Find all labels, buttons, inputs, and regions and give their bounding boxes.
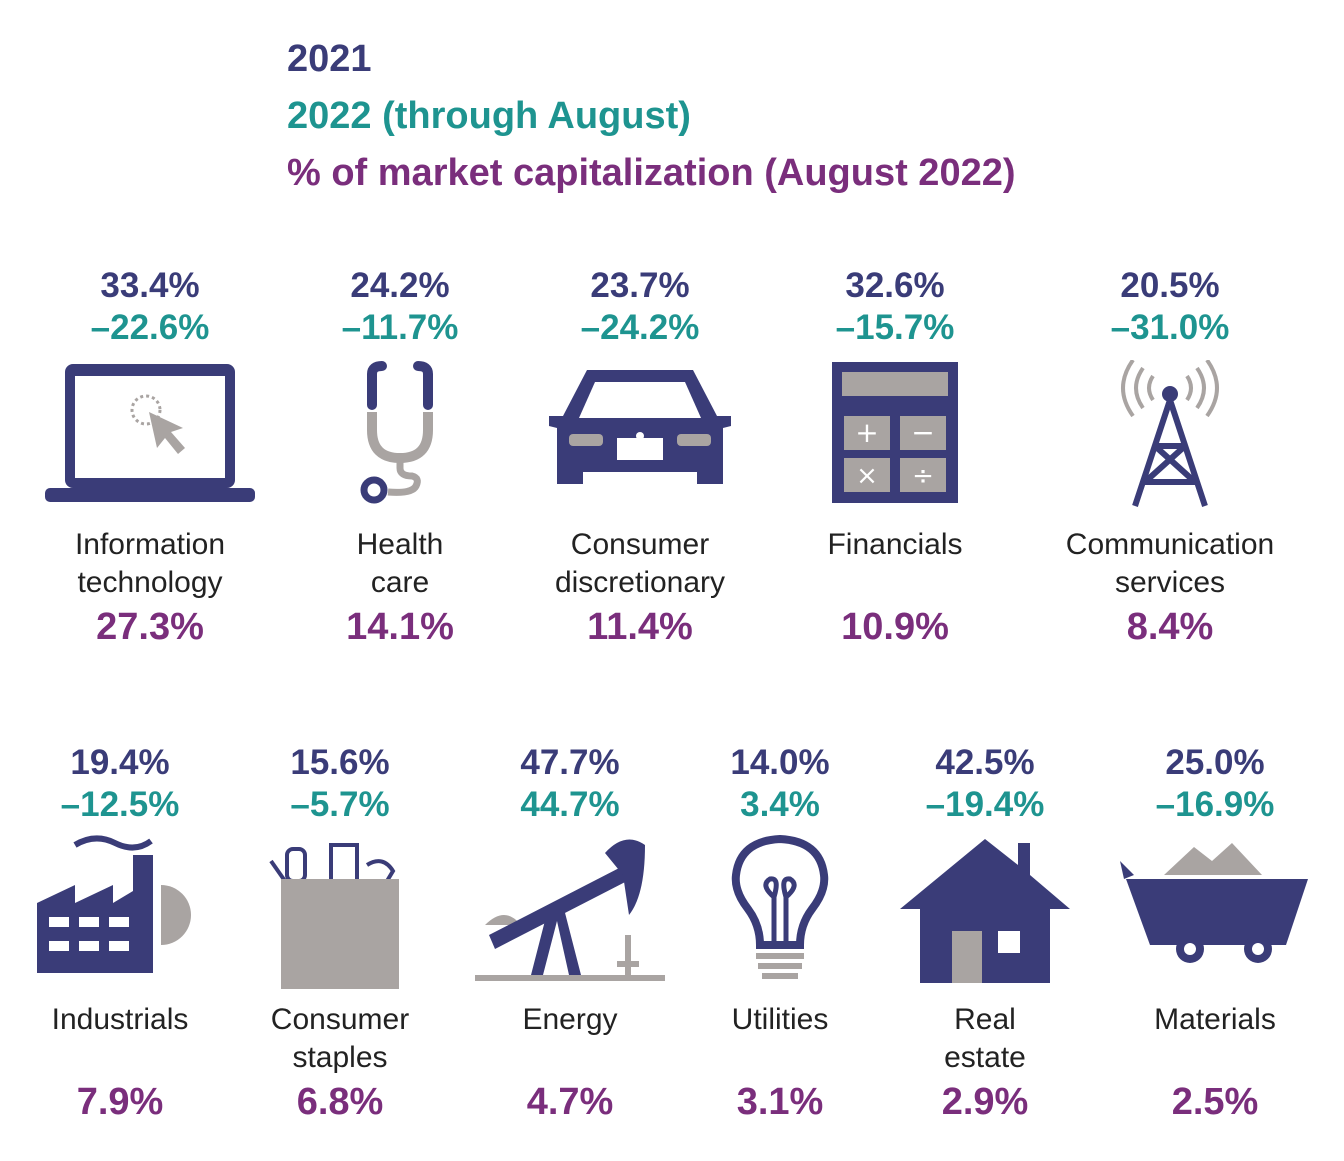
light-bulb-icon <box>730 834 830 990</box>
market-cap-label: 2.5% <box>1171 1081 1259 1123</box>
sector-name: Consumer staples <box>200 1001 480 1077</box>
return-2022-label: –24.2% <box>580 308 700 347</box>
return-2022-label: –12.5% <box>60 785 180 824</box>
sector-name: Real estate <box>845 1001 1125 1077</box>
svg-text:−: − <box>911 416 934 449</box>
return-2021-label: 23.7% <box>590 266 690 305</box>
sector-name: Industrials <box>0 1001 260 1039</box>
svg-text:+: + <box>855 416 878 449</box>
return-2021-label: 32.6% <box>845 266 945 305</box>
sector-name-line: estate <box>944 1041 1026 1074</box>
sector-name: Health care <box>260 526 540 602</box>
svg-text:÷: ÷ <box>912 461 934 491</box>
market-cap-label: 14.1% <box>346 606 454 648</box>
sector-name-line: Communication <box>1065 528 1275 561</box>
sector-name: Materials <box>1075 1001 1344 1039</box>
calculator-icon: + − × ÷ <box>830 360 960 510</box>
sector-name: Information technology <box>10 526 290 602</box>
return-2022-label: –5.7% <box>290 785 390 824</box>
sector-name-line: Consumer <box>570 528 710 561</box>
return-2022-label: –19.4% <box>925 785 1045 824</box>
sector-name-line: discretionary <box>554 566 726 599</box>
sector-name: Utilities <box>640 1001 920 1039</box>
market-cap-label: 4.7% <box>526 1081 614 1123</box>
sector-name-line: Consumer <box>270 1003 410 1036</box>
return-2021-label: 19.4% <box>70 743 170 782</box>
market-cap-label: 11.4% <box>587 606 693 648</box>
return-2021-label: 42.5% <box>935 743 1035 782</box>
market-cap-label: 3.1% <box>736 1081 824 1123</box>
sector-name: Communication services <box>1030 526 1310 602</box>
oil-pump-icon <box>475 835 665 990</box>
return-2021-label: 25.0% <box>1165 743 1265 782</box>
legend-market-cap: % of market capitalization (August 2022) <box>287 152 1016 194</box>
svg-text:×: × <box>856 461 878 491</box>
return-2021-label: 20.5% <box>1120 266 1220 305</box>
return-2022-label: –11.7% <box>341 308 459 347</box>
return-2021-label: 47.7% <box>520 743 620 782</box>
return-2021-label: 14.0% <box>730 743 830 782</box>
return-2022-label: 3.4% <box>740 785 820 824</box>
sector-name-line: Energy <box>522 1003 618 1036</box>
sector-name: Energy <box>430 1001 710 1039</box>
legend-2022: 2022 (through August) <box>287 95 691 137</box>
antenna-tower-icon <box>1115 358 1225 513</box>
return-2022-label: 44.7% <box>520 785 620 824</box>
sector-name-line: staples <box>292 1041 388 1074</box>
market-cap-label: 8.4% <box>1126 606 1214 648</box>
sector-name-line: Financials <box>827 528 963 561</box>
sector-name-line: Industrials <box>51 1003 189 1036</box>
legend-2021: 2021 <box>287 38 372 80</box>
market-cap-label: 27.3% <box>96 606 204 648</box>
laptop-icon <box>43 360 257 513</box>
sector-name-line: care <box>370 566 430 599</box>
car-icon <box>547 360 733 495</box>
market-cap-label: 2.9% <box>941 1081 1029 1123</box>
return-2022-label: –15.7% <box>835 308 955 347</box>
market-cap-label: 7.9% <box>76 1081 164 1123</box>
return-2022-label: –22.6% <box>90 308 210 347</box>
factory-icon <box>35 835 205 980</box>
house-icon <box>900 835 1070 990</box>
market-cap-label: 6.8% <box>296 1081 384 1123</box>
sector-name-line: Utilities <box>731 1003 829 1036</box>
sector-name-line: Materials <box>1154 1003 1276 1036</box>
return-2022-label: –16.9% <box>1155 785 1275 824</box>
return-2021-label: 24.2% <box>350 266 450 305</box>
sector-name-line: Real <box>954 1003 1016 1036</box>
sector-name-line: Information <box>74 528 226 561</box>
stethoscope-icon <box>350 360 450 510</box>
return-2022-label: –31.0% <box>1110 308 1230 347</box>
sector-name-line: Health <box>356 528 444 561</box>
sector-name: Financials <box>755 526 1035 564</box>
mine-cart-icon <box>1120 835 1310 970</box>
market-cap-label: 10.9% <box>841 606 949 648</box>
return-2021-label: 33.4% <box>100 266 200 305</box>
sector-name-line: services <box>1114 566 1226 599</box>
sector-name: Consumer discretionary <box>500 526 780 602</box>
return-2021-label: 15.6% <box>290 743 390 782</box>
sector-name-line: technology <box>77 566 223 599</box>
grocery-bag-icon <box>267 835 413 996</box>
